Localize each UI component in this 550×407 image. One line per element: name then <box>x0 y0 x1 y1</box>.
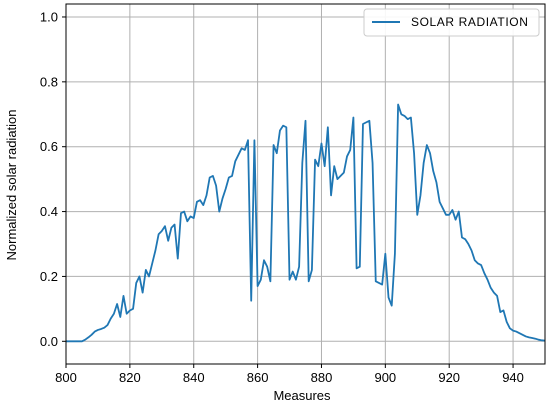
y-tick-label: 1.0 <box>40 9 58 24</box>
x-tick-label: 900 <box>374 370 396 385</box>
y-tick-label: 0.4 <box>40 204 58 219</box>
legend-box <box>363 8 540 37</box>
x-tick-label: 940 <box>502 370 524 385</box>
x-tick-label: 920 <box>438 370 460 385</box>
axis-ticks: 800 820 840 860 880 900 920 940 0.0 0.2 0.4 0.6 0.8 1… <box>40 9 524 385</box>
y-tick-label: 0.8 <box>40 74 58 89</box>
grid <box>65 4 545 364</box>
series-line-solar-radiation <box>66 103 546 343</box>
x-axis-label: Measures <box>273 388 331 403</box>
x-tick-label: 800 <box>55 370 77 385</box>
x-tick-label: 860 <box>247 370 269 385</box>
legend: SOLAR RADIATION <box>363 8 540 37</box>
y-axis-label: Normalized solar radiation <box>4 109 19 260</box>
y-tick-label: 0.2 <box>40 269 58 284</box>
x-tick-label: 820 <box>119 370 141 385</box>
series-layer <box>66 103 546 343</box>
plot-frame <box>65 3 546 365</box>
y-tick-label: 0.0 <box>40 334 58 349</box>
x-tick-label: 840 <box>183 370 205 385</box>
y-tick-label: 0.6 <box>40 139 58 154</box>
x-tick-label: 880 <box>311 370 333 385</box>
legend-label: SOLAR RADIATION <box>411 15 528 29</box>
